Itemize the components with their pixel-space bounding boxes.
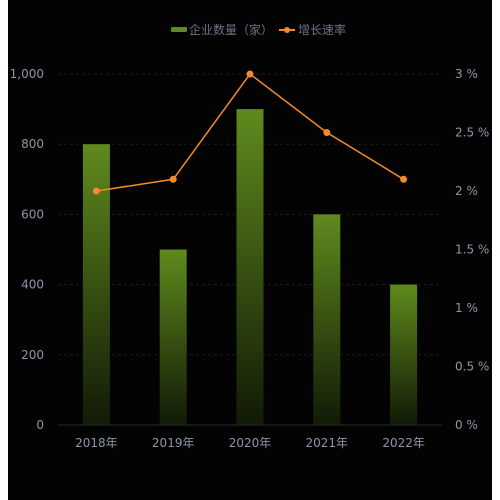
left-axis-tick-label: 1,000 [10, 67, 44, 81]
right-axis-tick-label: 1.5 % [455, 243, 489, 257]
left-axis-tick-label: 0 [36, 418, 44, 432]
x-axis-tick-label: 2019年 [152, 436, 195, 450]
line-point[interactable] [169, 175, 177, 183]
bar[interactable] [313, 214, 341, 425]
bar[interactable] [390, 284, 418, 425]
legend-line-marker [284, 27, 290, 33]
combo-chart: 企业数量（家） 增长速率 0 200 400 600 800 1,000 0 % 0.5 %… [10, 22, 490, 450]
x-axis-tick-label: 2021年 [306, 436, 349, 450]
legend-item-bar[interactable]: 企业数量（家） [171, 22, 273, 37]
bar[interactable] [236, 109, 264, 425]
right-axis-tick-label: 0 % [455, 418, 478, 432]
left-axis-tick-label: 400 [21, 278, 44, 292]
bar[interactable] [159, 249, 187, 426]
line-point[interactable] [92, 187, 100, 195]
x-axis-tick-label: 2018年 [75, 436, 118, 450]
right-axis-tick-label: 2 % [455, 184, 478, 198]
chart-panel: 企业数量（家） 增长速率 0 200 400 600 800 1,000 0 % 0.5 %… [8, 0, 492, 500]
legend: 企业数量（家） 增长速率 [171, 22, 346, 37]
left-axis-tick-label: 200 [21, 348, 44, 362]
legend-item-line[interactable]: 增长速率 [279, 22, 346, 37]
line-point[interactable] [400, 175, 408, 183]
left-axis-tick-label: 800 [21, 137, 44, 151]
legend-line-label: 增长速率 [298, 22, 346, 37]
line-point[interactable] [323, 129, 331, 136]
legend-bar-swatch [171, 27, 187, 32]
line-series [92, 70, 408, 195]
left-axis-tick-label: 600 [21, 207, 44, 221]
bar[interactable] [82, 144, 110, 425]
x-axis-tick-label: 2022年 [382, 436, 425, 450]
right-axis-tick-label: 3 % [455, 67, 478, 81]
x-axis: 2018年 2019年 2020年 2021年 2022年 [58, 424, 442, 450]
right-axis-tick-label: 1 % [455, 301, 478, 315]
x-axis-tick-label: 2020年 [229, 436, 272, 450]
right-axis-tick-label: 2.5 % [455, 126, 489, 140]
line-point[interactable] [246, 70, 254, 78]
right-y-axis: 0 % 0.5 % 1 % 1.5 % 2 % 2.5 % 3 % [455, 67, 489, 432]
legend-bar-label: 企业数量（家） [189, 22, 273, 37]
left-y-axis: 0 200 400 600 800 1,000 [10, 67, 44, 432]
right-axis-tick-label: 0.5 % [455, 360, 489, 374]
